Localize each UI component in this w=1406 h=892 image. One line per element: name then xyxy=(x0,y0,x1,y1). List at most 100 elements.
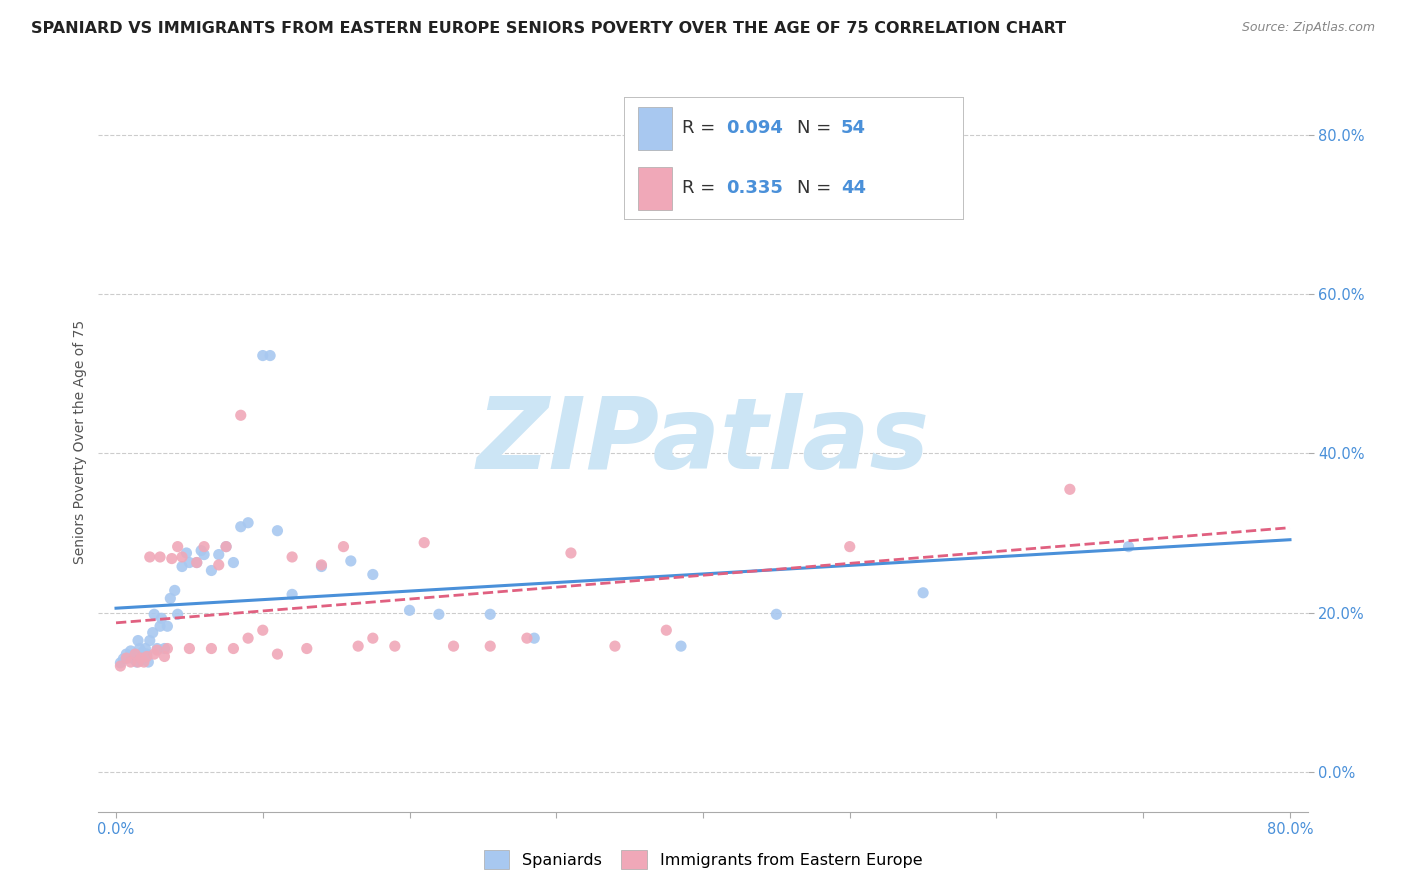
Point xyxy=(281,587,304,601)
Point xyxy=(135,647,157,661)
Point xyxy=(134,641,156,656)
Point xyxy=(413,535,436,549)
Point xyxy=(186,556,208,570)
Point xyxy=(176,546,198,560)
Point xyxy=(252,349,274,363)
Point xyxy=(215,540,238,554)
Point xyxy=(200,641,222,656)
Point xyxy=(669,639,692,653)
Text: SPANIARD VS IMMIGRANTS FROM EASTERN EUROPE SENIORS POVERTY OVER THE AGE OF 75 CO: SPANIARD VS IMMIGRANTS FROM EASTERN EURO… xyxy=(31,21,1066,36)
Point xyxy=(193,540,215,554)
Point xyxy=(149,619,172,633)
Point xyxy=(560,546,582,560)
Point xyxy=(110,659,132,673)
Point xyxy=(516,631,538,645)
Point xyxy=(142,625,165,640)
Point xyxy=(131,646,153,660)
Point xyxy=(135,649,157,664)
Legend: Spaniards, Immigrants from Eastern Europe: Spaniards, Immigrants from Eastern Europ… xyxy=(478,844,928,875)
Point xyxy=(479,639,502,653)
Point xyxy=(120,644,142,658)
Point xyxy=(149,549,172,564)
Point xyxy=(153,641,176,656)
Point xyxy=(186,556,208,570)
Point xyxy=(129,651,152,665)
Point xyxy=(136,655,159,669)
Point xyxy=(266,524,288,538)
Point xyxy=(1118,540,1140,554)
Point xyxy=(170,559,193,574)
Point xyxy=(229,519,252,533)
Point xyxy=(143,647,166,661)
Point xyxy=(132,655,155,669)
Point xyxy=(281,549,304,564)
Point xyxy=(115,647,138,661)
Point xyxy=(146,641,169,656)
Point xyxy=(166,540,188,554)
Point xyxy=(838,540,860,554)
Point xyxy=(179,556,201,570)
Point xyxy=(125,655,148,669)
Point xyxy=(117,651,139,665)
Point xyxy=(124,647,146,661)
Point xyxy=(208,548,231,562)
Point xyxy=(427,607,450,622)
Point xyxy=(603,639,626,653)
Point xyxy=(208,558,231,572)
Point xyxy=(361,631,384,645)
Point xyxy=(121,651,143,665)
Point xyxy=(132,649,155,664)
Point xyxy=(179,641,201,656)
Point xyxy=(163,583,186,598)
Point xyxy=(153,649,176,664)
Point xyxy=(765,607,787,622)
Point xyxy=(229,409,252,423)
Point xyxy=(236,631,259,645)
Y-axis label: Seniors Poverty Over the Age of 75: Seniors Poverty Over the Age of 75 xyxy=(73,319,87,564)
Point xyxy=(128,641,150,656)
Point xyxy=(139,549,162,564)
Point xyxy=(347,639,370,653)
Point xyxy=(912,586,935,600)
Point xyxy=(361,567,384,582)
Point xyxy=(479,607,502,622)
Point xyxy=(150,611,173,625)
Point xyxy=(143,607,166,622)
Point xyxy=(398,603,420,617)
Point xyxy=(159,591,181,606)
Point xyxy=(523,631,546,645)
Point xyxy=(127,633,149,648)
Point xyxy=(110,656,132,670)
Point xyxy=(311,558,333,572)
Point xyxy=(156,641,179,656)
Text: Source: ZipAtlas.com: Source: ZipAtlas.com xyxy=(1241,21,1375,34)
Point xyxy=(115,651,138,665)
Point xyxy=(332,540,354,554)
Point xyxy=(190,543,212,558)
Point xyxy=(222,556,245,570)
Point xyxy=(160,551,183,566)
Point xyxy=(156,619,179,633)
Point xyxy=(124,647,146,661)
Point xyxy=(443,639,465,653)
Point xyxy=(266,647,288,661)
Point xyxy=(1059,483,1081,497)
Point xyxy=(215,540,238,554)
Point xyxy=(384,639,406,653)
Point xyxy=(166,607,188,622)
Point xyxy=(139,633,162,648)
Point xyxy=(222,641,245,656)
Point xyxy=(655,624,678,638)
Point xyxy=(112,652,135,666)
Point xyxy=(129,653,152,667)
Point xyxy=(193,548,215,562)
Point xyxy=(252,624,274,638)
Point xyxy=(311,559,333,574)
Point xyxy=(259,349,281,363)
Text: ZIPatlas: ZIPatlas xyxy=(477,393,929,490)
Point xyxy=(146,643,169,657)
Point xyxy=(170,549,193,564)
Point xyxy=(295,641,318,656)
Point xyxy=(340,554,363,568)
Point xyxy=(236,516,259,530)
